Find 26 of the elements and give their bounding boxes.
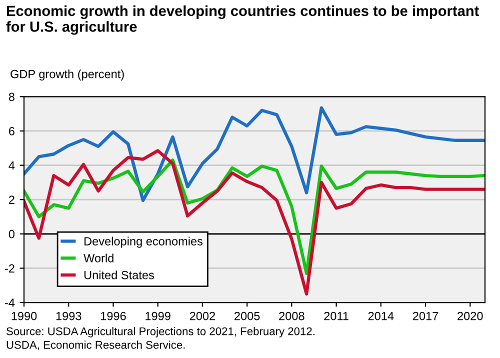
line-series: [24, 106, 485, 202]
legend-label: Developing economies: [84, 236, 203, 248]
x-tick-label: 2011: [324, 312, 348, 320]
y-tick-label: 8: [8, 92, 14, 102]
x-tick-label: 1993: [56, 312, 82, 320]
x-tick-label: 2020: [458, 312, 483, 320]
x-tick-label: 2014: [368, 312, 394, 320]
y-tick-label: -4: [5, 298, 15, 307]
chart-title: Economic growth in developing countries continues to be important for U.S. agriculture: [6, 5, 479, 35]
y-tick-label: 2: [9, 196, 14, 204]
y-tick-label: -2: [5, 264, 14, 272]
text: USDA, Economic Research Service.: [6, 340, 185, 350]
y-tick-label: 0: [8, 230, 15, 238]
x-tick-label: 2002: [190, 312, 215, 320]
legend-label: World: [84, 254, 114, 262]
x-tick-label: 1999: [146, 312, 170, 320]
x-tick-label: 1996: [100, 312, 126, 320]
x-tick-label: 2017: [412, 312, 438, 320]
x-tick-label: 2008: [279, 312, 304, 320]
y-tick-label: 6: [9, 127, 14, 136]
y-tick-label: 4: [8, 161, 15, 170]
x-tick-label: 1990: [12, 312, 37, 320]
x-tick-label: 2005: [234, 312, 260, 320]
source-note: Source: USDA Agricultural Projections to 2021, February 2012.: [6, 327, 314, 338]
y-axis-title: GDP growth (percent): [10, 70, 124, 81]
legend-label: United States: [84, 270, 154, 280]
